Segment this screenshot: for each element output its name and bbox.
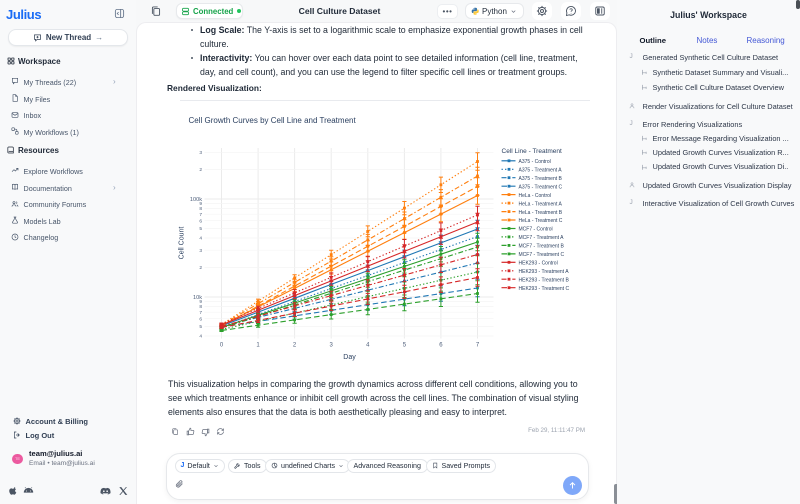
svg-text:9: 9 — [199, 201, 202, 207]
svg-text:5: 5 — [403, 343, 407, 349]
svg-text:HeLa - Treatment C: HeLa - Treatment C — [519, 218, 563, 224]
svg-text:Cell Count: Cell Count — [179, 227, 186, 260]
svg-text:A375 - Control: A375 - Control — [519, 159, 551, 165]
svg-text:4: 4 — [199, 334, 202, 340]
svg-text:Cell Line - Treatment: Cell Line - Treatment — [502, 148, 563, 155]
svg-text:7: 7 — [476, 343, 480, 349]
svg-text:HEK293 - Treatment B: HEK293 - Treatment B — [519, 277, 570, 283]
svg-text:HeLa - Control: HeLa - Control — [519, 193, 552, 199]
svg-text:100k: 100k — [190, 197, 202, 203]
svg-text:3: 3 — [199, 248, 202, 254]
svg-text:2: 2 — [199, 265, 202, 271]
svg-text:MCF7 - Treatment A: MCF7 - Treatment A — [519, 235, 565, 241]
svg-text:MCF7 - Treatment B: MCF7 - Treatment B — [519, 244, 565, 250]
svg-text:4: 4 — [366, 343, 370, 349]
svg-text:Day: Day — [343, 354, 356, 361]
svg-text:HeLa - Treatment B: HeLa - Treatment B — [519, 210, 563, 216]
svg-text:HEK293 - Treatment C: HEK293 - Treatment C — [519, 286, 570, 292]
svg-text:6: 6 — [199, 218, 202, 224]
svg-text:6: 6 — [199, 316, 202, 322]
svg-text:MCF7 - Treatment C: MCF7 - Treatment C — [519, 252, 565, 258]
svg-text:7: 7 — [199, 212, 202, 218]
svg-text:10k: 10k — [193, 295, 202, 301]
svg-text:0: 0 — [220, 343, 224, 349]
svg-text:2: 2 — [199, 167, 202, 173]
svg-text:4: 4 — [199, 236, 202, 242]
svg-text:5: 5 — [199, 226, 202, 232]
svg-text:1: 1 — [256, 343, 260, 349]
svg-text:3: 3 — [199, 150, 202, 156]
svg-text:HeLa - Treatment A: HeLa - Treatment A — [519, 201, 563, 207]
svg-text:5: 5 — [199, 324, 202, 330]
svg-text:HEK293 - Control: HEK293 - Control — [519, 261, 558, 267]
svg-text:Cell Growth Curves by Cell Lin: Cell Growth Curves by Cell Line and Trea… — [189, 116, 357, 125]
svg-text:A375 - Treatment C: A375 - Treatment C — [519, 184, 563, 190]
svg-text:8: 8 — [199, 304, 202, 310]
svg-text:7: 7 — [199, 310, 202, 316]
svg-text:9: 9 — [199, 299, 202, 305]
svg-text:3: 3 — [330, 343, 334, 349]
svg-text:HEK293 - Treatment A: HEK293 - Treatment A — [519, 269, 570, 275]
svg-text:6: 6 — [439, 343, 443, 349]
svg-text:A375 - Treatment A: A375 - Treatment A — [519, 168, 563, 174]
svg-text:2: 2 — [293, 343, 297, 349]
svg-text:8: 8 — [199, 206, 202, 212]
svg-text:MCF7 - Control: MCF7 - Control — [519, 227, 553, 233]
svg-text:A375 - Treatment B: A375 - Treatment B — [519, 176, 563, 182]
